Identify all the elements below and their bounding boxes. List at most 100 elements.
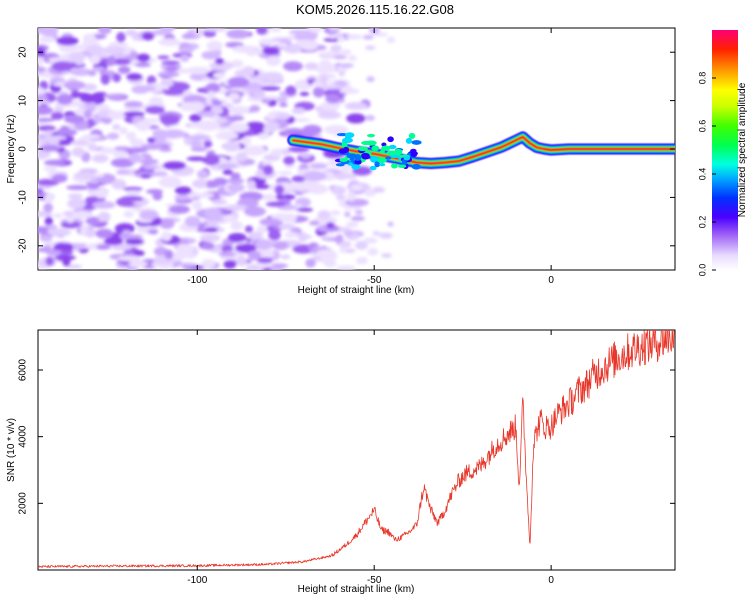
noise-blob [222, 169, 233, 175]
noise-blob [123, 210, 134, 218]
noise-blob [301, 42, 318, 51]
signal-fragment [411, 140, 422, 145]
noise-blob [288, 29, 312, 35]
noise-blob [344, 211, 351, 218]
signal-fragment [345, 132, 355, 138]
noise-blob [38, 94, 48, 101]
noise-blob [243, 145, 266, 156]
noise-blob [184, 216, 201, 227]
y-tick-label: 2000 [18, 492, 29, 515]
noise-blob [305, 258, 316, 268]
noise-blob [291, 175, 306, 183]
noise-blob [187, 135, 210, 141]
signal-fragment [369, 165, 377, 171]
noise-blob [79, 94, 98, 103]
colorbar-tick-label: 0.6 [697, 120, 707, 133]
noise-blob [319, 73, 329, 85]
noise-blob [74, 171, 98, 180]
noise-blob [262, 46, 280, 56]
noise-blob [276, 97, 288, 103]
signal-fragment [339, 158, 348, 162]
signal-fragment [391, 163, 398, 169]
noise-blob [111, 58, 132, 66]
noise-blob [237, 256, 247, 267]
noise-blob [333, 54, 347, 60]
noise-blob [343, 231, 354, 237]
y-tick-label: -10 [18, 190, 29, 205]
noise-blob [190, 139, 202, 148]
noise-blob [367, 247, 379, 256]
noise-blob [316, 67, 332, 74]
noise-blob [176, 68, 191, 74]
noise-blob [339, 246, 346, 254]
noise-blob [87, 190, 104, 197]
noise-blob [203, 154, 220, 166]
noise-blob [39, 234, 53, 242]
noise-blob [38, 226, 50, 234]
noise-blob [63, 80, 86, 90]
noise-blob [291, 117, 311, 123]
noise-blob [209, 60, 234, 71]
noise-blob [159, 114, 180, 126]
noise-blob [259, 86, 281, 91]
signal-fragment [349, 157, 355, 163]
noise-blob [381, 253, 392, 258]
noise-blob [241, 136, 252, 146]
x-tick-label: -100 [187, 275, 207, 286]
noise-blob [64, 114, 85, 124]
noise-blob [211, 100, 223, 106]
noise-blob [307, 184, 329, 195]
noise-blob [286, 35, 296, 41]
noise-blob [42, 245, 52, 251]
noise-blob [70, 140, 88, 146]
x-tick-label: -100 [187, 575, 207, 586]
noise-blob [124, 101, 143, 108]
snr-panel: -100 -50 0 2000 4000 6000 Height of straight … [6, 329, 676, 595]
noise-blob [60, 220, 80, 229]
noise-blob [274, 184, 285, 195]
y-tick-label: -20 [18, 238, 29, 253]
noise-blob [224, 204, 249, 211]
noise-blob [186, 66, 210, 75]
noise-blob [92, 66, 106, 71]
noise-blob [268, 229, 281, 241]
noise-blob [283, 61, 304, 72]
noise-blob [140, 143, 164, 150]
noise-blob [122, 229, 131, 234]
noise-blob [230, 59, 244, 69]
noise-blob [135, 62, 151, 68]
noise-blob [323, 126, 346, 131]
noise-blob [362, 34, 374, 40]
noise-blob [258, 38, 276, 46]
noise-blob [325, 93, 341, 104]
noise-blob [126, 73, 143, 81]
noise-blob [247, 179, 256, 191]
y-tick-label: 0 [18, 146, 29, 152]
noise-blob [161, 60, 180, 65]
noise-blob [135, 120, 151, 132]
spectrogram-ylabel: Frequency (Hz) [6, 115, 17, 184]
noise-blob [283, 156, 295, 166]
noise-blob [145, 105, 165, 114]
noise-blob [38, 210, 53, 218]
signal-fragment [387, 136, 394, 143]
noise-blob [207, 90, 216, 99]
noise-blob [148, 229, 159, 235]
noise-blob [302, 171, 327, 182]
noise-blob [178, 47, 195, 53]
noise-blob [157, 72, 180, 78]
noise-blob [338, 71, 345, 77]
noise-blob [192, 179, 208, 189]
noise-blob [206, 40, 223, 51]
snr-line [38, 330, 675, 568]
noise-blob [262, 164, 274, 176]
noise-blob [285, 85, 297, 96]
noise-blob [197, 111, 217, 118]
x-tick-label: 0 [548, 275, 554, 286]
noise-blob [291, 107, 306, 115]
noise-blob [188, 101, 205, 113]
noise-blob [230, 172, 241, 180]
noise-blob [329, 210, 341, 216]
noise-blob [117, 255, 141, 262]
noise-blob [328, 28, 340, 32]
